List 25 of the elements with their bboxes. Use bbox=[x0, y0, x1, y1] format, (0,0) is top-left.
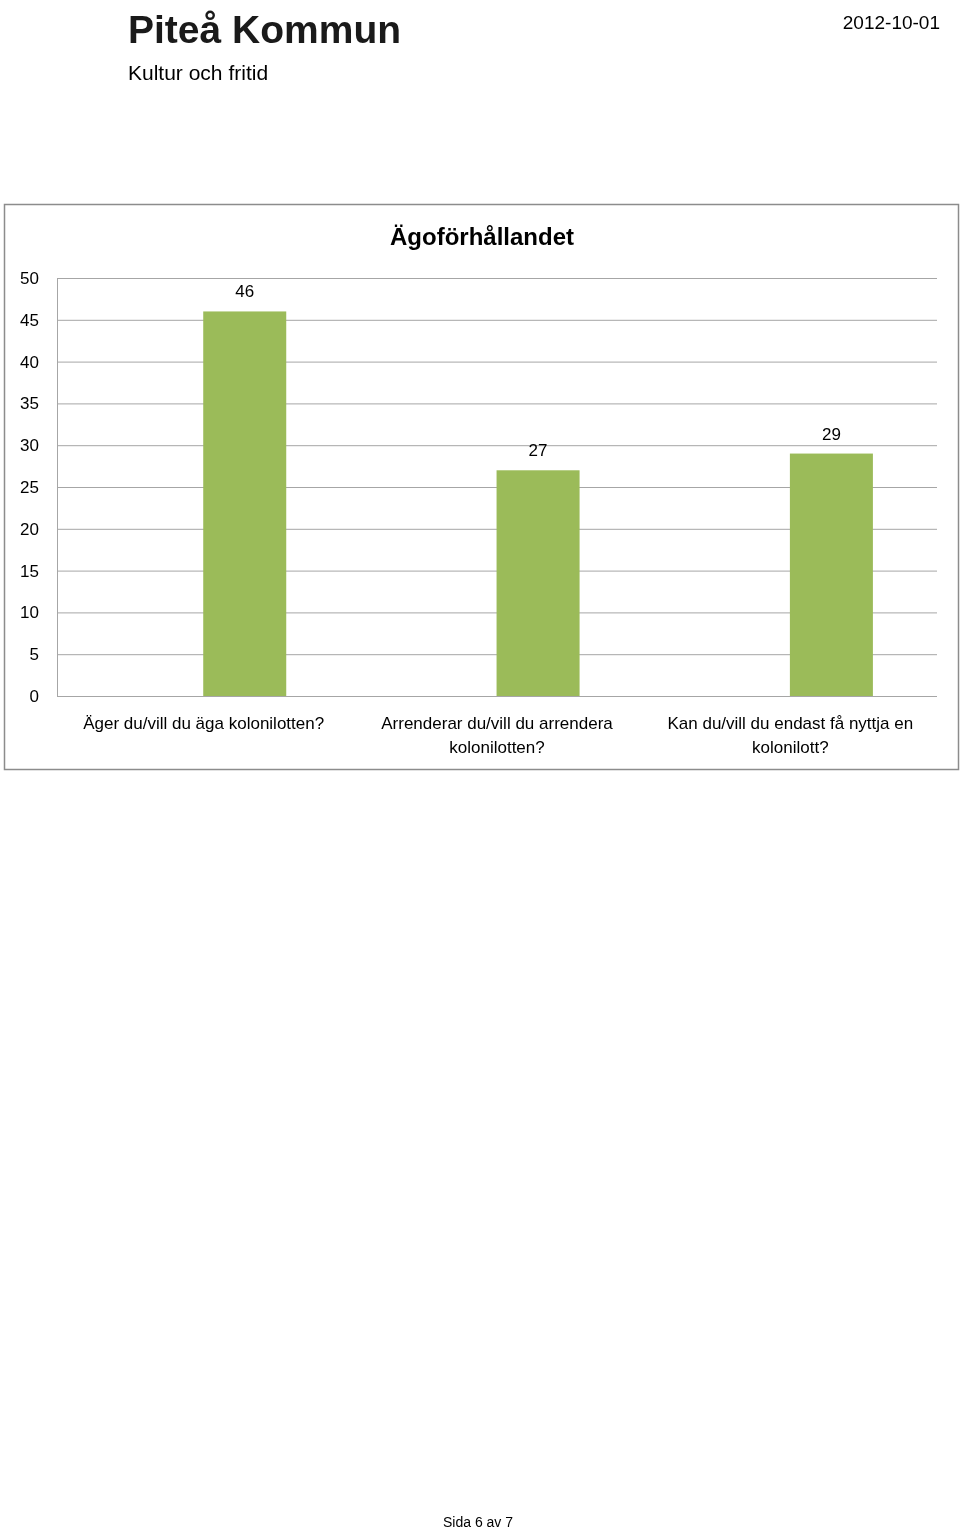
chart-title: Ägoförhållandet bbox=[390, 223, 574, 250]
data-label: 46 bbox=[235, 282, 255, 302]
y-tick-label: 40 bbox=[20, 352, 39, 372]
y-tick-label: 10 bbox=[20, 603, 39, 623]
bar bbox=[496, 470, 580, 696]
text: Sida 6 av 7 bbox=[442, 1514, 514, 1530]
y-tick-label: 15 bbox=[20, 561, 39, 581]
text: Piteå Kommun bbox=[128, 8, 402, 51]
x-tick-label: Äger du/vill du äga kolonilotten? bbox=[83, 714, 325, 733]
text: Kultur och fritid bbox=[128, 61, 269, 84]
x-tick-label: Arrenderar du/vill du arrendera kolonilotten? bbox=[381, 714, 614, 757]
y-tick-label: 25 bbox=[20, 477, 39, 497]
y-tick-label: 50 bbox=[20, 268, 39, 288]
x-tick-label: Kan du/vill du endast få nyttja en kolonilott? bbox=[667, 714, 914, 757]
y-tick-label: 45 bbox=[20, 310, 39, 330]
bar bbox=[789, 453, 873, 696]
y-tick-label: 30 bbox=[20, 436, 39, 456]
data-label: 27 bbox=[528, 441, 548, 461]
y-tick-label: 35 bbox=[20, 394, 39, 414]
text: 2012-10-01 bbox=[842, 12, 940, 33]
y-tick-label: 0 bbox=[29, 686, 39, 706]
y-tick-label: 5 bbox=[29, 645, 39, 665]
bar bbox=[203, 311, 287, 696]
data-label: 29 bbox=[821, 424, 841, 444]
y-tick-label: 20 bbox=[20, 519, 39, 539]
